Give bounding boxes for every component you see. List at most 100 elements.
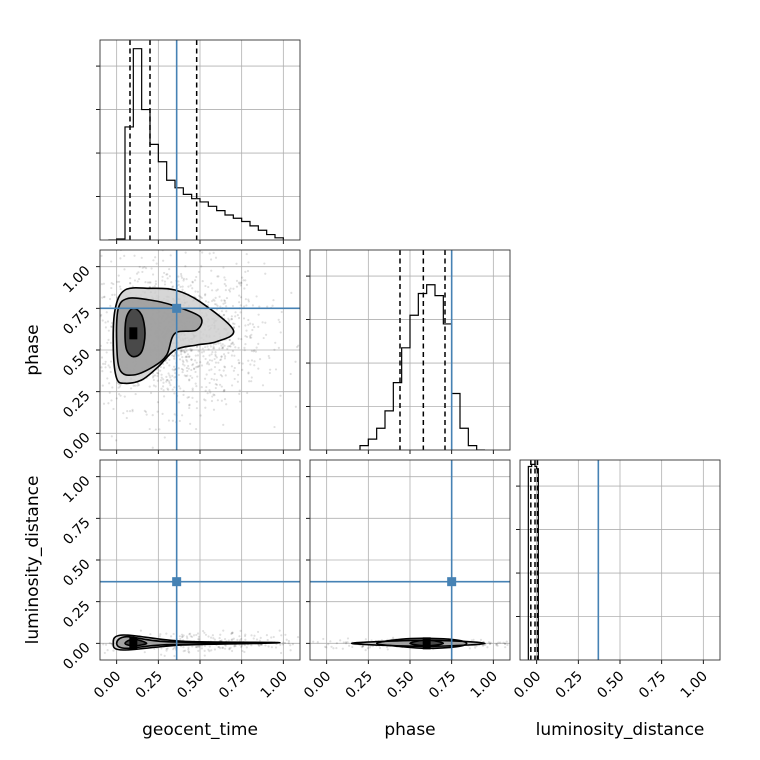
contour-line-2	[350, 639, 486, 648]
density-peak	[129, 637, 138, 650]
scatter-point	[143, 266, 146, 269]
scatter-point	[191, 389, 194, 392]
scatter-point	[16, 294, 18, 296]
scatter-point	[221, 347, 224, 350]
scatter-point	[223, 388, 226, 392]
density-scatter-phase-luminosity_distance	[312, 636, 509, 652]
scatter-point	[187, 650, 190, 653]
scatter-point	[154, 282, 157, 286]
scatter-point	[104, 643, 108, 646]
truth-marker	[447, 577, 457, 587]
scatter-point	[257, 342, 260, 345]
scatter-point	[253, 364, 256, 367]
scatter-point	[486, 646, 489, 649]
scatter-point	[61, 377, 63, 379]
scatter-point	[195, 275, 198, 279]
scatter-point	[117, 274, 120, 277]
scatter-point	[122, 412, 125, 415]
scatter-point	[181, 635, 184, 638]
scatter-point	[222, 313, 225, 317]
scatter-point	[168, 358, 171, 362]
scatter-point	[206, 345, 209, 348]
scatter-point	[266, 305, 269, 308]
x-tick-label: 0.25	[343, 668, 376, 701]
scatter-point	[244, 633, 247, 636]
scatter-point	[134, 384, 137, 387]
scatter-point	[268, 368, 272, 371]
scatter-point	[484, 643, 487, 646]
scatter-point	[199, 361, 202, 364]
scatter-point	[160, 376, 163, 379]
scatter-point	[208, 381, 211, 385]
scatter-point	[474, 646, 477, 649]
density-scatter-geocent_time-luminosity_distance	[44, 629, 313, 658]
scatter-point	[237, 359, 240, 362]
x-axis-label-1: phase	[384, 720, 435, 740]
scatter-point	[215, 356, 218, 359]
scatter-point	[386, 648, 389, 651]
scatter-point	[198, 250, 202, 252]
scatter-point	[87, 331, 89, 333]
scatter-point	[274, 341, 277, 344]
scatter-point	[229, 287, 232, 290]
truth-marker	[172, 577, 182, 587]
scatter-point	[180, 276, 184, 279]
scatter-point	[102, 362, 105, 365]
scatter-point	[152, 384, 156, 387]
scatter-point	[118, 393, 121, 396]
scatter-point	[193, 367, 196, 371]
scatter-point	[191, 364, 194, 367]
scatter-point	[224, 374, 227, 377]
scatter-point	[311, 633, 313, 635]
scatter-point	[487, 641, 491, 644]
scatter-point	[214, 296, 217, 299]
scatter-point	[344, 642, 348, 645]
scatter-point	[231, 322, 235, 325]
scatter-point	[115, 397, 118, 400]
scatter-point	[171, 419, 175, 422]
scatter-point	[268, 356, 271, 360]
scatter-point	[162, 381, 165, 384]
scatter-point	[83, 337, 85, 339]
scatter-point	[183, 374, 186, 377]
scatter-point	[238, 361, 241, 364]
panel-frame	[309, 249, 511, 451]
scatter-point	[44, 642, 46, 644]
scatter-point	[237, 325, 241, 328]
scatter-point	[253, 360, 256, 363]
scatter-point	[95, 369, 97, 371]
scatter-point	[233, 366, 236, 370]
scatter-point	[188, 651, 191, 654]
scatter-point	[96, 394, 98, 396]
scatter-point	[199, 295, 202, 299]
scatter-point	[220, 299, 223, 302]
scatter-point	[258, 358, 262, 361]
scatter-point	[195, 428, 198, 431]
scatter-point	[253, 325, 256, 329]
scatter-point	[72, 380, 74, 382]
scatter-point	[163, 283, 167, 286]
panel-frame	[519, 459, 721, 661]
contour-line-2	[112, 287, 235, 385]
scatter-point	[294, 360, 297, 363]
scatter-point	[137, 277, 141, 281]
scatter-point	[366, 647, 369, 650]
scatter-point	[185, 635, 189, 638]
scatter-point	[284, 633, 287, 636]
scatter-point	[148, 385, 151, 388]
scatter-point	[228, 288, 231, 292]
scatter-point	[232, 326, 236, 329]
scatter-point	[223, 365, 226, 368]
scatter-point	[229, 646, 232, 649]
scatter-point	[221, 343, 224, 346]
scatter-point	[247, 372, 250, 375]
scatter-point	[274, 646, 278, 649]
scatter-point	[344, 641, 348, 644]
scatter-point	[186, 360, 189, 363]
scatter-point	[194, 382, 197, 385]
scatter-point	[208, 369, 211, 372]
scatter-point	[210, 299, 214, 303]
scatter-point	[306, 641, 308, 643]
panel-hist-phase	[306, 249, 511, 454]
scatter-point	[180, 272, 183, 276]
